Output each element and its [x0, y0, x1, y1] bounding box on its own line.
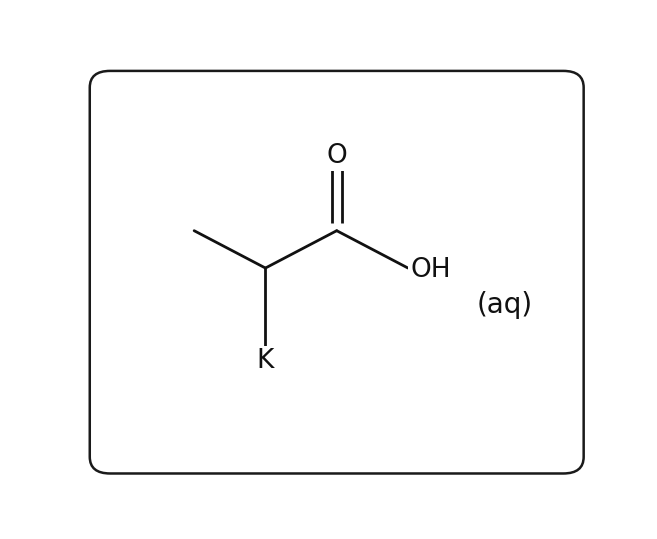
Text: O: O — [327, 143, 347, 169]
Text: (aq): (aq) — [477, 292, 533, 320]
Text: OH: OH — [411, 257, 451, 283]
Text: K: K — [257, 348, 274, 375]
